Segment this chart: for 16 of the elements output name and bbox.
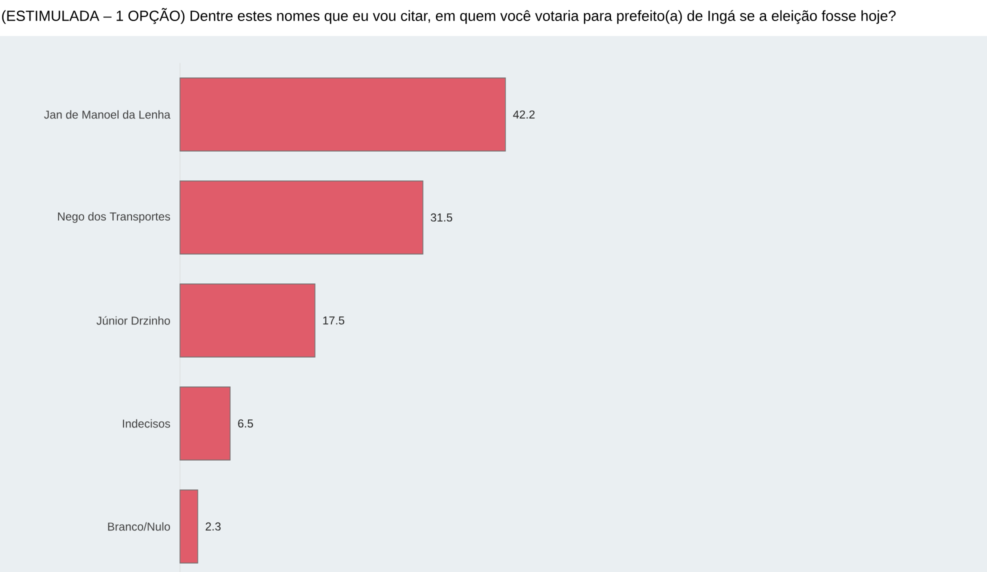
y-tick-label: Branco/Nulo: [108, 522, 170, 531]
y-tick-label: Jan de Manoel da Lenha: [44, 110, 170, 119]
bar: [180, 386, 231, 460]
y-tick-label: Indecisos: [122, 419, 170, 428]
y-tick-label: Nego dos Transportes: [58, 212, 170, 223]
y-tick-label: Júnior Drzinho: [96, 316, 170, 325]
bar: [180, 180, 424, 254]
chart-title: (ESTIMULADA – 1 OPÇÃO) Dentre estes nomes que eu vou citar, em quem você votaria para prefeito(a) de Ingá se a eleição fosse hoje?: [2, 8, 896, 24]
data-label: 42.2: [513, 110, 535, 119]
data-label: 17.5: [323, 316, 344, 324]
bar: [180, 78, 506, 152]
data-label: 31.5: [430, 213, 452, 222]
bar: [180, 284, 316, 358]
data-label: 2.3: [206, 522, 221, 531]
data-label: 6.5: [238, 419, 254, 428]
bar: [180, 490, 198, 564]
